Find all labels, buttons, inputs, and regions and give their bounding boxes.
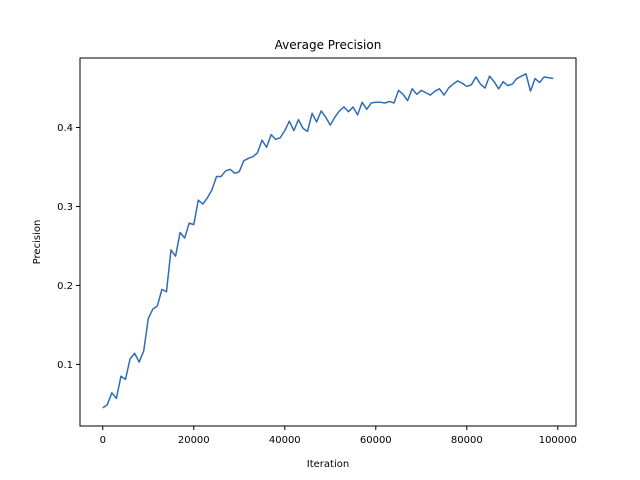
series-line-0: [102, 73, 554, 409]
x-tick-label: 80000: [451, 435, 483, 446]
x-tick-label: 100000: [539, 435, 577, 446]
plot-frame: [79, 57, 577, 427]
x-tick-label: 60000: [360, 435, 392, 446]
y-axis-label: Precision: [32, 220, 43, 265]
x-axis-label: Iteration: [307, 459, 349, 470]
x-axis: 0 20000 40000 60000 80000 100000: [100, 426, 577, 446]
y-axis: 0.1 0.2 0.3 0.4: [57, 123, 80, 371]
y-tick-label: 0.1: [57, 360, 73, 371]
plot-area: [102, 73, 554, 409]
y-tick-label: 0.4: [57, 123, 73, 134]
chart-title: Average Precision: [275, 38, 382, 52]
x-tick-label: 0: [100, 435, 106, 446]
y-tick-label: 0.3: [57, 202, 73, 213]
y-tick-label: 0.2: [57, 281, 73, 292]
x-tick-label: 20000: [178, 435, 210, 446]
x-tick-label: 40000: [269, 435, 301, 446]
